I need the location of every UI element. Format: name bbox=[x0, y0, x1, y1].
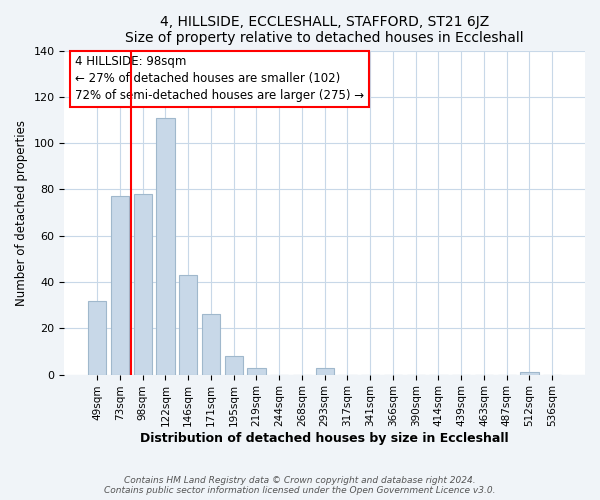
Bar bbox=[134, 194, 152, 374]
X-axis label: Distribution of detached houses by size in Eccleshall: Distribution of detached houses by size … bbox=[140, 432, 509, 445]
Bar bbox=[520, 372, 539, 374]
Bar bbox=[111, 196, 129, 374]
Bar bbox=[247, 368, 266, 374]
Text: 4 HILLSIDE: 98sqm
← 27% of detached houses are smaller (102)
72% of semi-detache: 4 HILLSIDE: 98sqm ← 27% of detached hous… bbox=[75, 56, 364, 102]
Bar bbox=[157, 118, 175, 374]
Bar bbox=[316, 368, 334, 374]
Bar bbox=[224, 356, 243, 374]
Text: Contains HM Land Registry data © Crown copyright and database right 2024.
Contai: Contains HM Land Registry data © Crown c… bbox=[104, 476, 496, 495]
Bar bbox=[179, 275, 197, 374]
Y-axis label: Number of detached properties: Number of detached properties bbox=[15, 120, 28, 306]
Title: 4, HILLSIDE, ECCLESHALL, STAFFORD, ST21 6JZ
Size of property relative to detache: 4, HILLSIDE, ECCLESHALL, STAFFORD, ST21 … bbox=[125, 15, 524, 45]
Bar bbox=[202, 314, 220, 374]
Bar bbox=[88, 300, 106, 374]
